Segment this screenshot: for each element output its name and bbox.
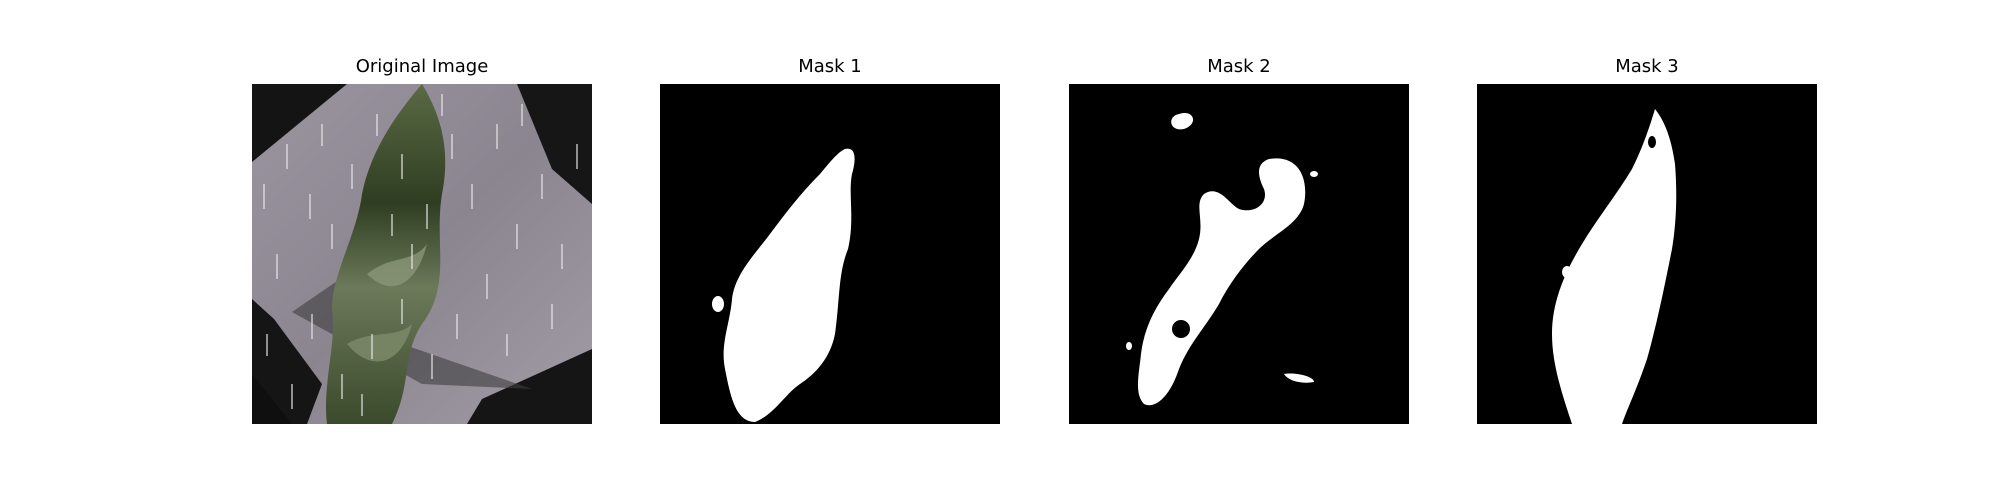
shadow-top-right (517, 84, 592, 204)
mask-speck (1310, 171, 1318, 177)
mask-region (1137, 158, 1306, 406)
panel-title: Mask 3 (1615, 56, 1679, 77)
shadow-bottom-corner (252, 374, 292, 424)
mask-speck (1562, 266, 1572, 278)
panel-title: Original Image (355, 56, 489, 77)
shadow-top-left (252, 84, 347, 162)
mask-speck (1284, 373, 1314, 383)
mask-hole (1648, 136, 1656, 148)
panel-title: Mask 2 (1207, 56, 1271, 77)
panel-title: Mask 1 (798, 56, 862, 77)
mask-3-image (1477, 84, 1817, 424)
mask-region (1552, 109, 1677, 424)
original-image (252, 84, 592, 424)
mask-blob (1171, 112, 1194, 130)
mask-speck (712, 296, 724, 312)
rain-streaks (263, 94, 578, 416)
shadow-bottom-right (467, 349, 592, 424)
plant-leaf (325, 84, 446, 424)
mask-region (723, 148, 855, 422)
mask-1-image (660, 84, 1000, 424)
leaf-highlight (367, 244, 427, 287)
mask-2-image (1069, 84, 1409, 424)
leaf-highlight (347, 324, 412, 362)
mask-speck (1126, 342, 1132, 350)
mask-hole (1172, 320, 1190, 338)
shadow-bottom-left (252, 299, 322, 424)
